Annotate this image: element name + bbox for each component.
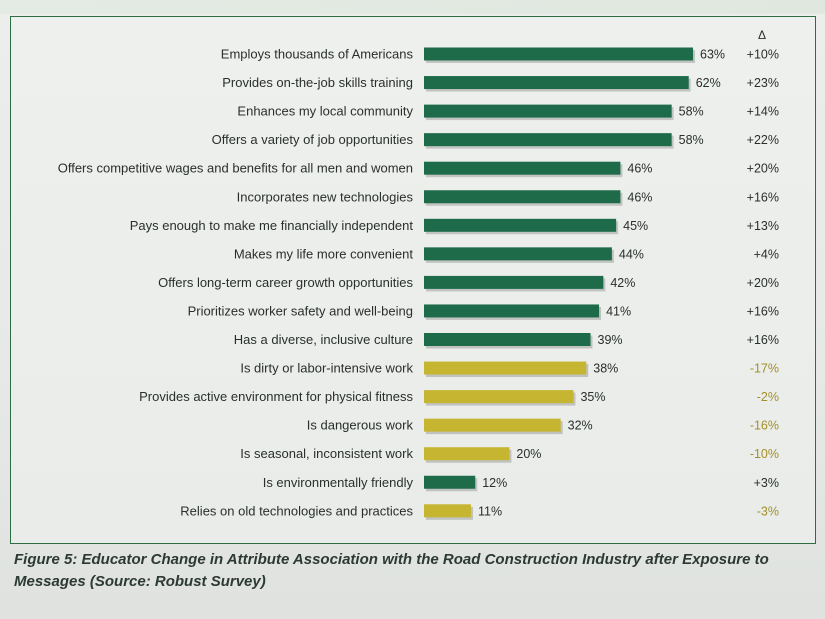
chart-row: Is environmentally friendly 12% +3% xyxy=(263,475,779,492)
delta-label: +13% xyxy=(747,219,779,233)
chart-row: Pays enough to make me financially indep… xyxy=(130,218,779,235)
category-label: Provides on-the-job skills training xyxy=(222,75,413,90)
bar-value-label: 44% xyxy=(619,247,644,261)
bar-value-label: 46% xyxy=(627,162,652,176)
delta-label: +4% xyxy=(754,247,779,261)
bar xyxy=(424,447,510,461)
chart-row: Has a diverse, inclusive culture 39% +16% xyxy=(234,332,779,349)
chart-row: Is dirty or labor-intensive work 38% -17% xyxy=(240,361,779,378)
category-label: Relies on old technologies and practices xyxy=(180,503,413,518)
bar-value-label: 58% xyxy=(679,133,704,147)
delta-label: -2% xyxy=(757,390,779,404)
bar-value-label: 12% xyxy=(482,476,507,490)
category-label: Offers long-term career growth opportuni… xyxy=(158,275,413,290)
delta-label: +3% xyxy=(754,476,779,490)
bar-value-label: 11% xyxy=(478,504,502,518)
delta-label: +20% xyxy=(747,162,779,176)
category-label: Is dangerous work xyxy=(307,418,414,433)
bar-value-label: 58% xyxy=(679,105,704,119)
bar xyxy=(424,361,587,375)
bar-value-label: 41% xyxy=(606,304,631,318)
category-label: Is environmentally friendly xyxy=(263,475,414,490)
chart-row: Is dangerous work 32% -16% xyxy=(307,418,779,435)
category-label: Pays enough to make me financially indep… xyxy=(130,218,414,233)
chart-row: Offers competitive wages and benefits fo… xyxy=(58,161,779,178)
bar xyxy=(424,161,621,175)
bar-value-label: 46% xyxy=(627,190,652,204)
chart-row: Makes my life more convenient 44% +4% xyxy=(234,246,779,263)
category-label: Offers a variety of job opportunities xyxy=(212,132,414,147)
chart-row: Enhances my local community 58% +14% xyxy=(237,104,779,121)
figure-caption: Figure 5: Educator Change in Attribute A… xyxy=(14,551,769,590)
category-label: Enhances my local community xyxy=(237,104,413,119)
chart-row: Offers a variety of job opportunities 58%… xyxy=(212,132,779,149)
bar xyxy=(424,218,617,232)
bar xyxy=(424,333,591,346)
bar xyxy=(424,418,561,432)
chart-row: Is seasonal, inconsistent work 20% -10% xyxy=(240,446,779,463)
delta-label: -10% xyxy=(750,447,779,461)
category-label: Employs thousands of Americans xyxy=(221,47,414,62)
bar-value-label: 20% xyxy=(516,447,541,461)
delta-label: +23% xyxy=(747,76,779,90)
bar xyxy=(424,76,689,90)
delta-column-header: Δ xyxy=(758,28,766,42)
bar xyxy=(424,190,621,204)
delta-label: -17% xyxy=(750,362,779,376)
bar-value-label: 62% xyxy=(696,76,721,90)
delta-label: +16% xyxy=(747,190,779,204)
category-label: Offers competitive wages and benefits fo… xyxy=(58,161,413,176)
bar-value-label: 42% xyxy=(610,276,635,290)
delta-label: +10% xyxy=(747,48,779,62)
chart-row: Incorporates new technologies 46% +16% xyxy=(237,189,779,206)
bar-value-label: 35% xyxy=(580,390,605,404)
top-page-strip xyxy=(0,0,825,14)
bar xyxy=(424,247,612,261)
bar xyxy=(424,304,600,318)
category-label: Makes my life more convenient xyxy=(234,246,414,261)
chart-row: Prioritizes worker safety and well-being… xyxy=(188,303,779,320)
category-label: Provides active environment for physical… xyxy=(139,389,413,404)
delta-label: +16% xyxy=(747,333,779,347)
bar-value-label: 32% xyxy=(568,419,593,433)
delta-label: +14% xyxy=(747,105,779,119)
bar-chart: Δ Employs thousands of Americans 63% +10% Pr… xyxy=(58,28,779,520)
category-label: Has a diverse, inclusive culture xyxy=(234,332,413,347)
bar xyxy=(424,133,672,147)
category-label: Is seasonal, inconsistent work xyxy=(240,446,413,461)
category-label: Prioritizes worker safety and well-being xyxy=(188,303,413,318)
delta-label: +16% xyxy=(747,304,779,318)
chart-row: Provides on-the-job skills training 62% +2… xyxy=(222,75,779,92)
chart-row: Provides active environment for physical… xyxy=(139,389,779,406)
delta-label: -3% xyxy=(757,504,779,518)
bar xyxy=(424,104,672,118)
bar-value-label: 63% xyxy=(700,48,725,62)
category-label: Is dirty or labor-intensive work xyxy=(240,361,413,376)
bar xyxy=(424,475,476,489)
bar xyxy=(424,47,694,61)
chart-frame: Δ Employs thousands of Americans 63% +10% Pr… xyxy=(10,16,816,544)
bar-value-label: 45% xyxy=(623,219,648,233)
chart-row: Relies on old technologies and practices… xyxy=(180,503,779,520)
chart-row: Offers long-term career growth opportuni… xyxy=(158,275,779,292)
bar xyxy=(424,390,574,404)
chart-row: Employs thousands of Americans 63% +10% xyxy=(221,47,779,63)
bar-value-label: 39% xyxy=(598,333,623,347)
delta-label: -16% xyxy=(750,419,779,433)
category-label: Incorporates new technologies xyxy=(237,189,414,204)
delta-label: +22% xyxy=(747,133,779,147)
bar xyxy=(424,275,604,289)
delta-label: +20% xyxy=(747,276,779,290)
bar-value-label: 38% xyxy=(593,362,618,376)
bar xyxy=(424,504,471,518)
